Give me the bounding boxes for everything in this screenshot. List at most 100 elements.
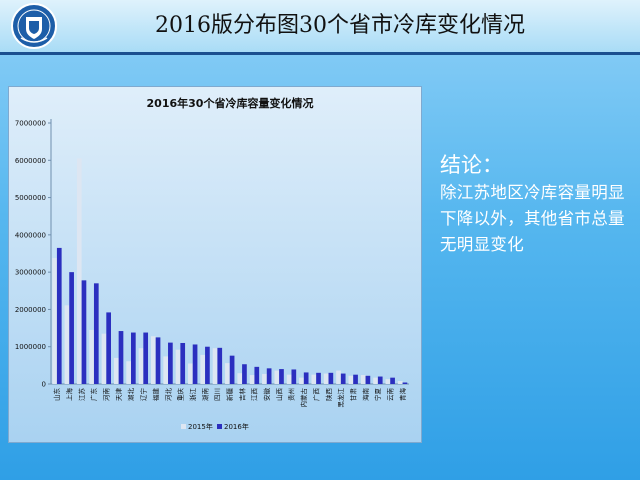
bar-2015 [311, 374, 317, 384]
bar-2015 [385, 379, 391, 384]
x-tick-label: 河南 [102, 388, 111, 402]
bar-2016 [192, 344, 198, 384]
x-tick-label: 江苏 [77, 388, 86, 402]
bar-2016 [130, 332, 136, 384]
bar-2015 [113, 357, 119, 384]
y-tick-label: 1000000 [15, 343, 46, 351]
x-tick-label: 安徽 [262, 388, 271, 402]
bar-2016 [242, 364, 247, 384]
bar-2015 [249, 375, 255, 384]
x-tick-label: 浙江 [188, 388, 197, 402]
bar-2016 [168, 342, 173, 384]
x-tick-label: 重庆 [176, 388, 185, 402]
x-tick-label: 河北 [164, 388, 172, 402]
y-tick-label: 2000000 [15, 306, 46, 314]
conclusion-text: 除江苏地区冷库容量明显下降以外，其他省市总量无明显变化 [440, 183, 625, 254]
x-tick-label: 天津 [115, 388, 123, 402]
league-logo [11, 3, 57, 49]
bar-2015 [150, 336, 156, 384]
bar-2016 [81, 280, 87, 384]
bar-2015 [163, 356, 169, 384]
legend-label: 2015年 [188, 422, 213, 431]
bar-2015 [348, 375, 354, 384]
slide-title: 2016版分布图30个省市冷库变化情况 [155, 13, 525, 38]
bar-2015 [89, 329, 94, 384]
bar-2016 [118, 331, 124, 384]
legend-swatch [181, 424, 186, 429]
y-tick-label: 3000000 [15, 269, 46, 277]
bar-2015 [274, 370, 280, 384]
bar-2015 [336, 370, 341, 384]
bar-2016 [390, 377, 395, 384]
bar-2015 [175, 349, 181, 384]
bar-2015 [286, 374, 292, 384]
bar-2015 [237, 373, 243, 384]
bar-2015 [101, 333, 107, 384]
bar-2016 [377, 376, 383, 384]
x-tick-label: 湖北 [126, 388, 135, 402]
bar-2015 [323, 373, 329, 384]
x-tick-label: 陕西 [324, 388, 333, 402]
x-tick-label: 山东 [52, 388, 61, 402]
bar-2015 [76, 158, 82, 384]
bar-2015 [52, 257, 57, 384]
bar-2016 [291, 369, 297, 384]
bar-2016 [180, 342, 186, 384]
x-tick-label: 贵州 [287, 388, 296, 401]
x-tick-label: 福建 [151, 388, 160, 402]
legend-label: 2016年 [224, 422, 249, 431]
bar-2016 [353, 374, 358, 384]
chart-panel: 2016年30个省冷库容量变化情况 0 1000000 2000000 3000000 4… [8, 86, 422, 443]
y-tick-label: 4000000 [15, 231, 46, 239]
bar-2016 [316, 372, 321, 384]
chart-title: 2016年30个省冷库容量变化情况 [147, 96, 314, 110]
bar-chart: 2016年30个省冷库容量变化情况 0 1000000 2000000 3000000 4… [15, 96, 409, 431]
x-tick-label: 四川 [214, 388, 222, 401]
bar-2015 [262, 373, 267, 384]
bar-2015 [64, 305, 70, 384]
header-rule [0, 52, 640, 55]
bar-2016 [402, 382, 408, 384]
bar-2016 [266, 368, 272, 384]
bar-2015 [212, 348, 218, 384]
bar-2015 [188, 363, 193, 384]
bar-2015 [200, 354, 206, 384]
x-tick-label: 广西 [311, 388, 320, 402]
bar-2016 [303, 372, 309, 384]
x-tick-label: 甘肃 [348, 388, 357, 402]
x-tick-label: 新疆 [225, 388, 234, 402]
legend-swatch [217, 424, 222, 429]
bar-2015 [373, 377, 378, 384]
bar-2016 [217, 347, 223, 384]
y-tick-label: 0 [42, 381, 46, 389]
bar-2016 [93, 283, 99, 384]
bar-2015 [299, 377, 304, 384]
x-tick-label: 云南 [385, 388, 394, 402]
x-tick-label: 青海 [398, 388, 407, 402]
bar-2015 [225, 363, 230, 384]
bar-2016 [69, 272, 74, 384]
x-tick-label: 内蒙古 [299, 388, 308, 408]
bar-2016 [56, 247, 62, 384]
bar-2016 [365, 375, 371, 384]
bar-2015 [397, 381, 403, 384]
x-tick-label: 黑龙江 [336, 388, 345, 408]
slide-header [0, 0, 640, 52]
x-tick-label: 广东 [89, 388, 98, 402]
bar-2016 [155, 337, 161, 384]
x-tick-label: 江西 [251, 388, 259, 402]
y-tick-label: 5000000 [15, 194, 46, 202]
x-tick-label: 湖南 [200, 388, 209, 402]
y-tick-label: 6000000 [15, 157, 46, 165]
bar-2016 [328, 372, 334, 384]
x-tick-label: 吉林 [237, 388, 246, 402]
bar-2016 [254, 366, 260, 384]
bar-2016 [143, 332, 149, 384]
conclusion-box: 结论： 除江苏地区冷库容量明显下降以外，其他省市总量无明显变化 [440, 150, 636, 258]
bar-2015 [138, 348, 144, 384]
y-tick-label: 7000000 [15, 120, 46, 128]
bar-2016 [340, 373, 346, 384]
conclusion-heading: 结论： [440, 153, 503, 177]
bar-2016 [106, 312, 111, 384]
bar-2015 [360, 375, 366, 384]
